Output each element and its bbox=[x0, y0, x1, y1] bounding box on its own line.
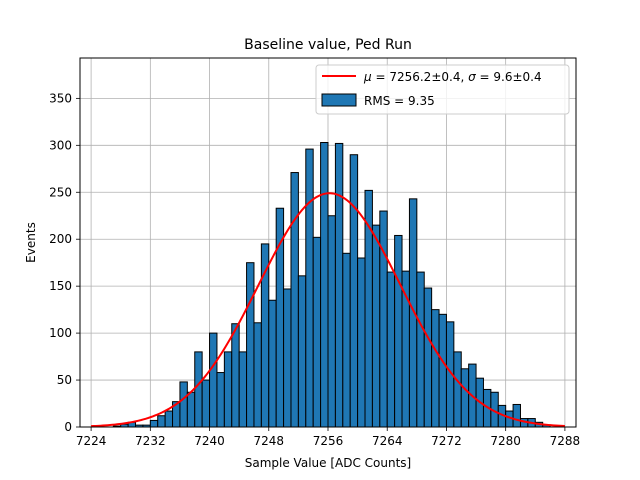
histogram-bar bbox=[283, 288, 292, 428]
histogram-bar bbox=[246, 262, 255, 428]
x-tick-label: 7280 bbox=[490, 434, 521, 448]
legend-fit-label: μ = 7256.2±0.4, σ = 9.6±0.4 bbox=[363, 70, 542, 84]
histogram-bar bbox=[231, 323, 240, 428]
histogram-bar bbox=[416, 271, 425, 428]
x-tick-label: 7272 bbox=[431, 434, 462, 448]
x-tick-label: 7264 bbox=[372, 434, 403, 448]
histogram-bar bbox=[431, 309, 440, 428]
histogram-bar bbox=[423, 287, 433, 428]
histogram-bar bbox=[512, 403, 521, 428]
histogram-bar bbox=[209, 332, 218, 428]
histogram-bar bbox=[342, 252, 351, 428]
histogram-bar bbox=[157, 415, 166, 428]
y-tick-label: 250 bbox=[49, 185, 72, 199]
histogram-bar bbox=[305, 148, 314, 428]
histogram-bar bbox=[223, 351, 233, 428]
histogram-bar bbox=[379, 210, 388, 428]
chart-title: Baseline value, Ped Run bbox=[244, 37, 412, 53]
x-tick-label: 7240 bbox=[194, 434, 225, 448]
legend-box bbox=[315, 64, 570, 115]
histogram-bar bbox=[460, 368, 470, 428]
histogram-bar bbox=[201, 379, 211, 428]
y-tick-label: 0 bbox=[64, 420, 72, 434]
legend-mu-value: 7256.2±0.4 bbox=[389, 70, 460, 84]
x-axis-label: Sample Value [ADC Counts] bbox=[245, 456, 411, 470]
histogram-bar bbox=[238, 351, 248, 428]
histogram-bar bbox=[320, 142, 329, 428]
y-tick-label: 350 bbox=[49, 91, 72, 105]
x-tick-label: 7288 bbox=[550, 434, 581, 448]
histogram-bar bbox=[371, 224, 381, 428]
histogram-bar bbox=[357, 257, 366, 428]
y-axis-ticks: 0 50 100 150 200 250 300 350 bbox=[49, 91, 80, 434]
histogram-bar bbox=[438, 313, 447, 428]
histogram-bar bbox=[186, 391, 196, 428]
histogram-bar bbox=[386, 271, 396, 428]
histogram-bar bbox=[453, 351, 462, 428]
histogram-bar bbox=[297, 275, 307, 428]
histogram-bar bbox=[164, 410, 174, 428]
histogram-bar bbox=[394, 234, 403, 428]
y-axis-label: Events bbox=[24, 222, 38, 263]
y-tick-label: 200 bbox=[49, 232, 72, 246]
y-tick-label: 150 bbox=[49, 279, 72, 293]
histogram-bar bbox=[349, 154, 359, 428]
histogram-bar bbox=[179, 381, 188, 428]
histogram-bar bbox=[253, 322, 262, 428]
gaussian-fit-curve bbox=[91, 192, 565, 428]
y-tick-label: 100 bbox=[49, 326, 72, 340]
histogram-bar bbox=[216, 372, 225, 428]
legend-hist-swatch bbox=[321, 93, 357, 107]
x-tick-label: 7232 bbox=[135, 434, 166, 448]
histogram-bar bbox=[334, 142, 344, 428]
legend-sigma-value: 9.6±0.4 bbox=[493, 70, 541, 84]
y-tick-label: 50 bbox=[57, 373, 72, 387]
x-tick-label: 7256 bbox=[313, 434, 344, 448]
legend-hist-label: RMS = 9.35 bbox=[364, 94, 435, 108]
histogram-bar bbox=[312, 236, 322, 428]
y-tick-label: 300 bbox=[49, 138, 72, 152]
histogram-bar bbox=[268, 299, 277, 428]
histogram-bar bbox=[290, 172, 299, 428]
x-axis-ticks: 7224 7232 7240 7248 7256 7264 7272 7280 7288 bbox=[76, 427, 580, 448]
histogram-bar bbox=[194, 351, 203, 428]
histogram-bar bbox=[149, 419, 159, 428]
histogram-bar bbox=[327, 215, 336, 428]
legend: μ = 7256.2±0.4, σ = 9.6±0.4 RMS = 9.35 bbox=[315, 64, 570, 115]
x-tick-label: 7224 bbox=[76, 434, 107, 448]
x-tick-label: 7248 bbox=[254, 434, 285, 448]
